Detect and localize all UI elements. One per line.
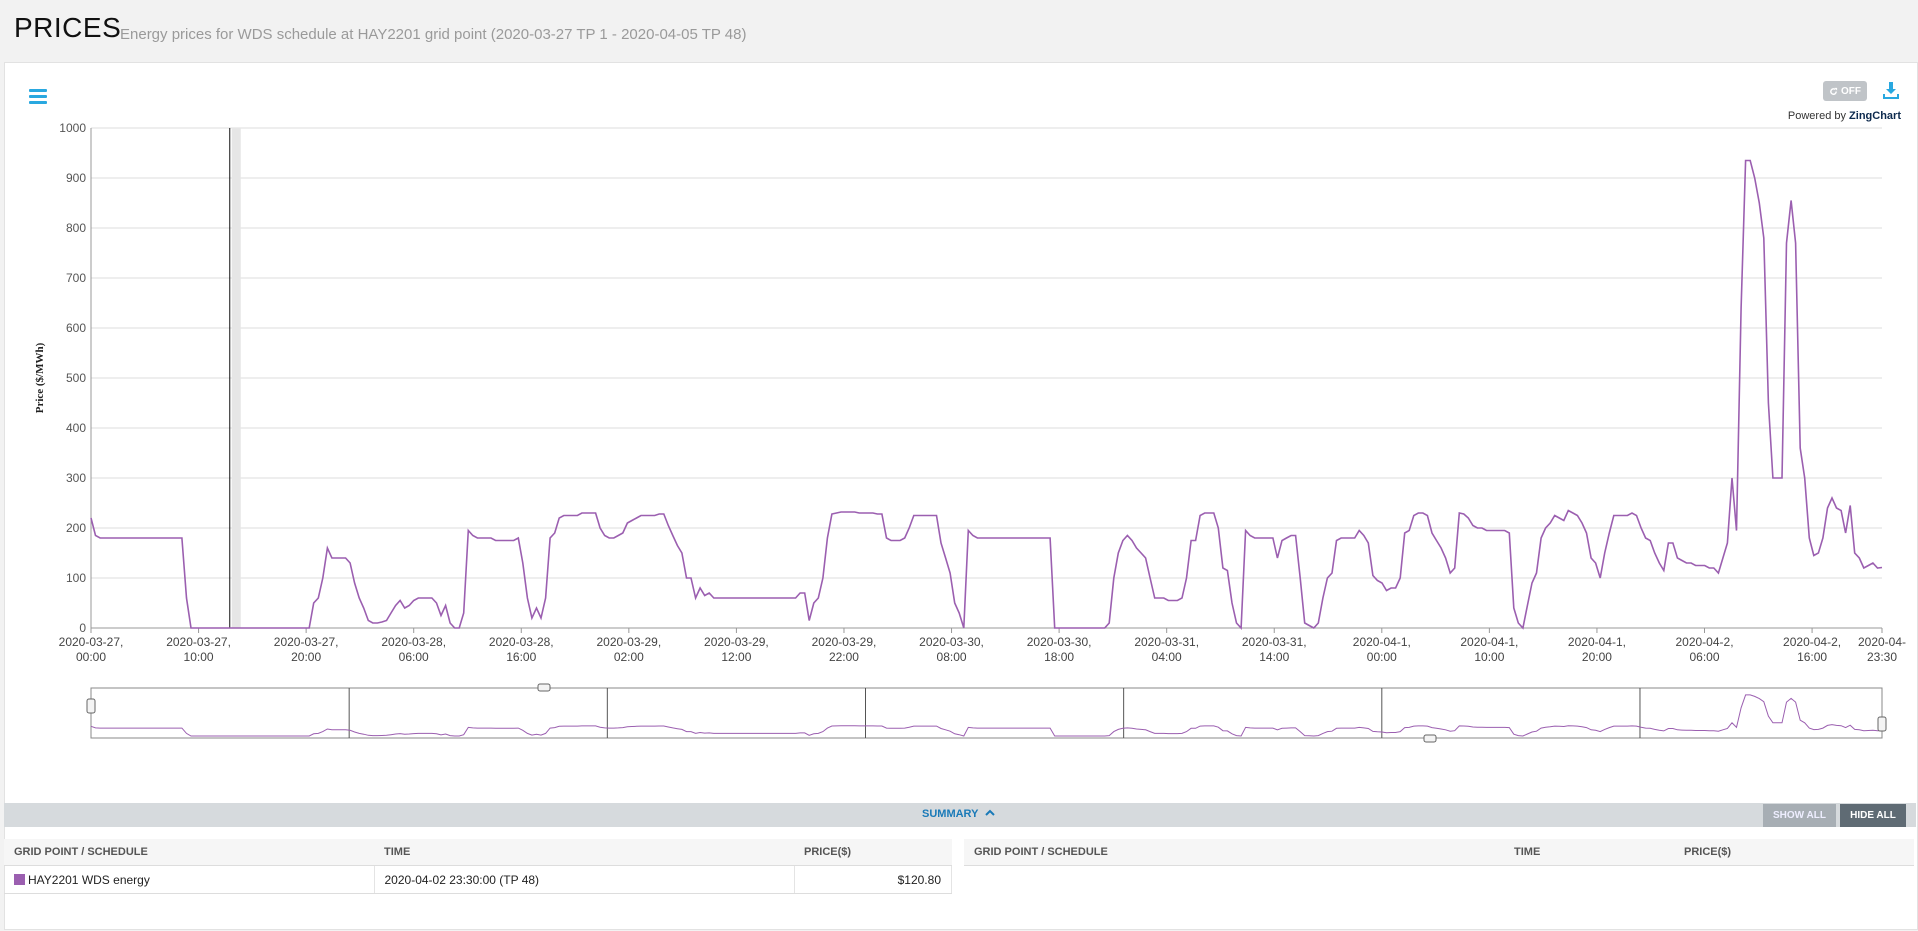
hide-all-button[interactable]: HIDE ALL	[1840, 804, 1906, 827]
y-tick-label: 800	[66, 221, 86, 235]
y-tick-label: 500	[66, 371, 86, 385]
table-header-row: GRID POINT / SCHEDULE TIME PRICE($)	[4, 839, 952, 866]
x-tick-label: 2020-03-31, 14:00	[1242, 635, 1307, 664]
x-tick-label: 2020-03-29, 02:00	[596, 635, 661, 664]
preview-handle-left[interactable]	[86, 698, 96, 714]
page-header: PRICES Energy prices for WDS schedule at…	[0, 0, 1918, 62]
price-chart[interactable]: 0 100 200 300 400 500 600 700 800 900 1000 Price ($…	[0, 0, 1918, 760]
summary-table-right: GRID POINT / SCHEDULE TIME PRICE($)	[964, 839, 1914, 866]
download-icon[interactable]	[1881, 81, 1901, 101]
x-tick-label: 2020-04-2, 16:00	[1783, 635, 1841, 664]
table-header-row: GRID POINT / SCHEDULE TIME PRICE($)	[964, 839, 1914, 866]
col-grid-point: GRID POINT / SCHEDULE	[964, 839, 1504, 866]
y-tick-label: 600	[66, 321, 86, 335]
row-name: HAY2201 WDS energy	[28, 872, 150, 887]
auto-refresh-toggle[interactable]: OFF	[1823, 81, 1867, 101]
x-tick-label: 2020-03-30, 18:00	[1027, 635, 1092, 664]
x-tick-label: 2020-03-28, 06:00	[381, 635, 446, 664]
row-grid-point: HAY2201 WDS energy	[4, 865, 375, 894]
col-time: TIME	[374, 839, 794, 866]
page-title: PRICES	[14, 12, 122, 43]
preview-line	[90, 694, 1882, 737]
x-tick-label: 2020-04-2, 06:00	[1675, 635, 1733, 664]
row-price: $120.80	[794, 865, 952, 894]
row-time: 2020-04-02 23:30:00 (TP 48)	[374, 865, 795, 894]
auto-refresh-label: OFF	[1841, 85, 1861, 97]
y-axis-label: Price ($/MWh)	[34, 342, 46, 413]
y-tick-label: 400	[66, 421, 86, 435]
chevron-up-icon	[985, 809, 996, 816]
menu-icon[interactable]	[29, 89, 47, 105]
series-line-hay2201	[90, 159, 1883, 630]
x-tick-label: 2020-03-28, 16:00	[489, 635, 554, 664]
preview-frame	[90, 687, 1883, 739]
crosshair-band	[231, 128, 241, 628]
y-tick-label: 200	[66, 521, 86, 535]
x-tick-label: 2020-04-23:30	[1858, 635, 1906, 664]
powered-prefix: Powered by	[1787, 110, 1846, 122]
summary-table-left: GRID POINT / SCHEDULE TIME PRICE($) HAY2…	[4, 839, 952, 894]
x-tick-label: 2020-03-29, 22:00	[812, 635, 877, 664]
powered-brand: ZingChart	[1849, 110, 1901, 122]
series-swatch	[14, 873, 25, 885]
col-grid-point: GRID POINT / SCHEDULE	[4, 839, 374, 866]
x-tick-label: 2020-03-31, 04:00	[1134, 635, 1199, 664]
summary-label: SUMMARY	[922, 808, 979, 820]
summary-bar: SUMMARY SHOW ALL HIDE ALL	[4, 803, 1916, 827]
y-tick-label: 900	[66, 171, 86, 185]
refresh-icon	[1830, 87, 1838, 95]
x-tick-label: 2020-04-1, 20:00	[1568, 635, 1626, 664]
x-tick-label: 2020-03-27, 00:00	[59, 635, 124, 664]
x-tick-label: 2020-03-27, 10:00	[166, 635, 231, 664]
page-subtitle: Energy prices for WDS schedule at HAY220…	[120, 26, 747, 43]
show-all-button[interactable]: SHOW ALL	[1763, 804, 1836, 827]
table-row[interactable]: HAY2201 WDS energy 2020-04-02 23:30:00 (…	[4, 865, 952, 894]
chart-panel: OFF Powered by ZingChart	[4, 62, 1918, 930]
summary-toggle[interactable]: SUMMARY	[922, 808, 996, 820]
y-tick-label: 1000	[59, 121, 86, 135]
y-tick-label: 700	[66, 271, 86, 285]
preview-handle-top[interactable]	[537, 683, 551, 692]
preview-handle-right[interactable]	[1877, 716, 1887, 732]
x-tick-label: 2020-03-30, 08:00	[919, 635, 984, 664]
x-tick-label: 2020-04-1, 10:00	[1460, 635, 1518, 664]
col-time: TIME	[1504, 839, 1674, 866]
x-tick-label: 2020-04-1, 00:00	[1353, 635, 1411, 664]
preview-handle-bottom[interactable]	[1423, 734, 1437, 743]
x-tick-label: 2020-03-29, 12:00	[704, 635, 769, 664]
col-price: PRICE($)	[1674, 839, 1914, 866]
y-tick-label: 0	[79, 621, 86, 635]
col-price: PRICE($)	[794, 839, 952, 866]
y-tick-label: 300	[66, 471, 86, 485]
powered-by[interactable]: Powered by ZingChart	[1705, 110, 1901, 122]
y-tick-label: 100	[66, 571, 86, 585]
x-tick-label: 2020-03-27, 20:00	[274, 635, 339, 664]
